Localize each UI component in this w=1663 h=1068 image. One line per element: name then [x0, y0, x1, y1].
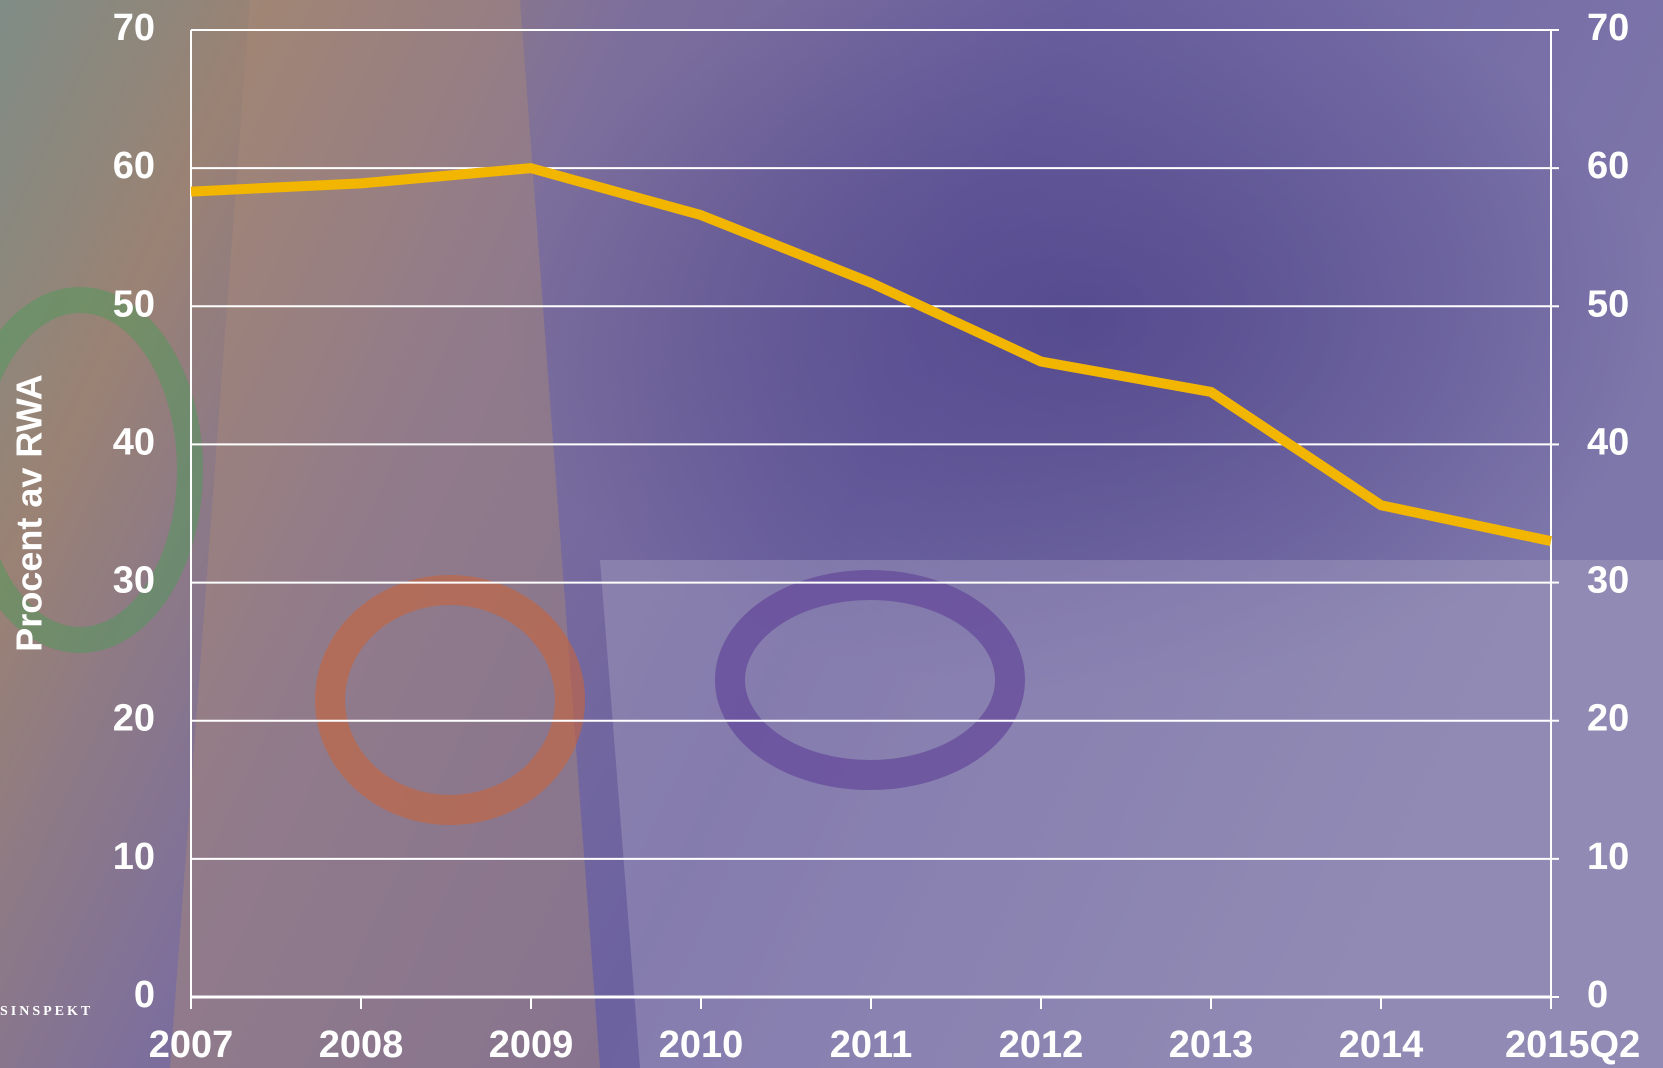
x-tick-label: 2014 — [1339, 1024, 1424, 1066]
y2-tick-label: 50 — [1587, 283, 1629, 325]
y-tick-label: 70 — [113, 7, 155, 49]
x-tick-label: 2007 — [149, 1024, 234, 1066]
y-tick-label: 20 — [113, 698, 155, 740]
y-tick-label: 40 — [113, 421, 155, 463]
x-tick-label: 2008 — [319, 1024, 404, 1066]
y-axis-label: Procent av RWA — [9, 374, 50, 651]
logo-text: SINSPEKT — [0, 1004, 93, 1019]
y-tick-label: 60 — [113, 145, 155, 187]
x-tick-label: 2009 — [489, 1024, 574, 1066]
x-tick-label: 2015Q2 — [1505, 1024, 1640, 1066]
y-tick-label: 50 — [113, 283, 155, 325]
x-tick-label: 2011 — [830, 1024, 912, 1066]
y2-tick-label: 0 — [1587, 974, 1608, 1016]
x-tick-label: 2010 — [659, 1024, 744, 1066]
y-tick-label: 10 — [113, 836, 155, 878]
data-line — [190, 163, 1553, 547]
y-tick-label: 0 — [134, 974, 155, 1016]
y2-tick-label: 10 — [1587, 836, 1629, 878]
x-tick-label: 2012 — [999, 1024, 1084, 1066]
x-tick-label: 2013 — [1169, 1024, 1254, 1066]
y2-tick-label: 30 — [1587, 560, 1629, 602]
y2-tick-label: 60 — [1587, 145, 1629, 187]
y2-tick-label: 40 — [1587, 421, 1629, 463]
y2-tick-label: 70 — [1587, 7, 1629, 49]
y-tick-label: 30 — [113, 560, 155, 602]
y2-tick-label: 20 — [1587, 698, 1629, 740]
